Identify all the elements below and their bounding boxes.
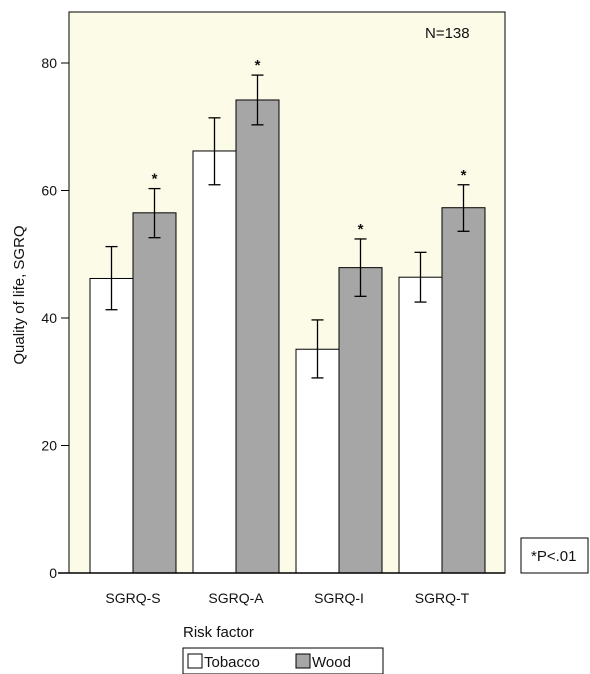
bar-tobacco-sgrq-s [89, 277, 134, 574]
error-bar-wood-sgrq-i [354, 238, 367, 297]
legend-label-tobacco: Tobacco [204, 654, 260, 671]
legend-label-wood: Wood [312, 654, 351, 671]
error-bar-wood-sgrq-t [457, 184, 470, 232]
legend-swatch-wood [295, 653, 311, 669]
bar-wood-sgrq-a [235, 99, 280, 574]
error-bar-tobacco-sgrq-s [105, 245, 118, 311]
error-bar-wood-sgrq-s [148, 187, 161, 239]
legend-box [182, 647, 384, 674]
legend-swatch-tobacco [187, 653, 203, 669]
footnote-box [520, 537, 589, 574]
y-tick-label: 20 [41, 438, 57, 454]
bar-tobacco-sgrq-i [295, 348, 340, 574]
error-bars-group [105, 74, 470, 379]
significance-star: * [461, 167, 467, 184]
x-category-label: SGRQ-S [105, 590, 160, 606]
significance-star: * [255, 57, 261, 74]
error-bar-wood-sgrq-a [251, 74, 264, 126]
bar-tobacco-sgrq-t [398, 276, 443, 574]
x-category-label: SGRQ-A [208, 590, 264, 606]
y-axis-title: Quality of life, SGRQ [11, 225, 28, 364]
y-tick-label: 40 [41, 310, 57, 326]
sample-size-annotation: N=138 [425, 25, 470, 42]
bar-tobacco-sgrq-a [192, 150, 237, 574]
significance-markers: * * * * [152, 57, 467, 238]
footnote: *P<.01 [531, 548, 576, 565]
error-bar-tobacco-sgrq-a [208, 117, 221, 186]
y-tick-label: 80 [41, 55, 57, 71]
y-axis: 0 20 40 60 80 [41, 12, 70, 581]
bar-wood-sgrq-t [441, 207, 486, 574]
significance-star: * [358, 221, 364, 238]
legend-title: Risk factor [183, 624, 254, 641]
y-tick-label: 0 [49, 565, 57, 581]
error-bar-tobacco-sgrq-i [311, 319, 324, 379]
significance-star: * [152, 171, 158, 188]
x-category-label: SGRQ-T [415, 590, 470, 606]
bar-wood-sgrq-s [132, 212, 177, 574]
y-tick-label: 60 [41, 183, 57, 199]
x-category-label: SGRQ-I [314, 590, 364, 606]
x-axis-labels: SGRQ-S SGRQ-A SGRQ-I SGRQ-T [105, 590, 469, 606]
bar-wood-sgrq-i [338, 267, 383, 574]
error-bar-tobacco-sgrq-t [414, 251, 427, 303]
